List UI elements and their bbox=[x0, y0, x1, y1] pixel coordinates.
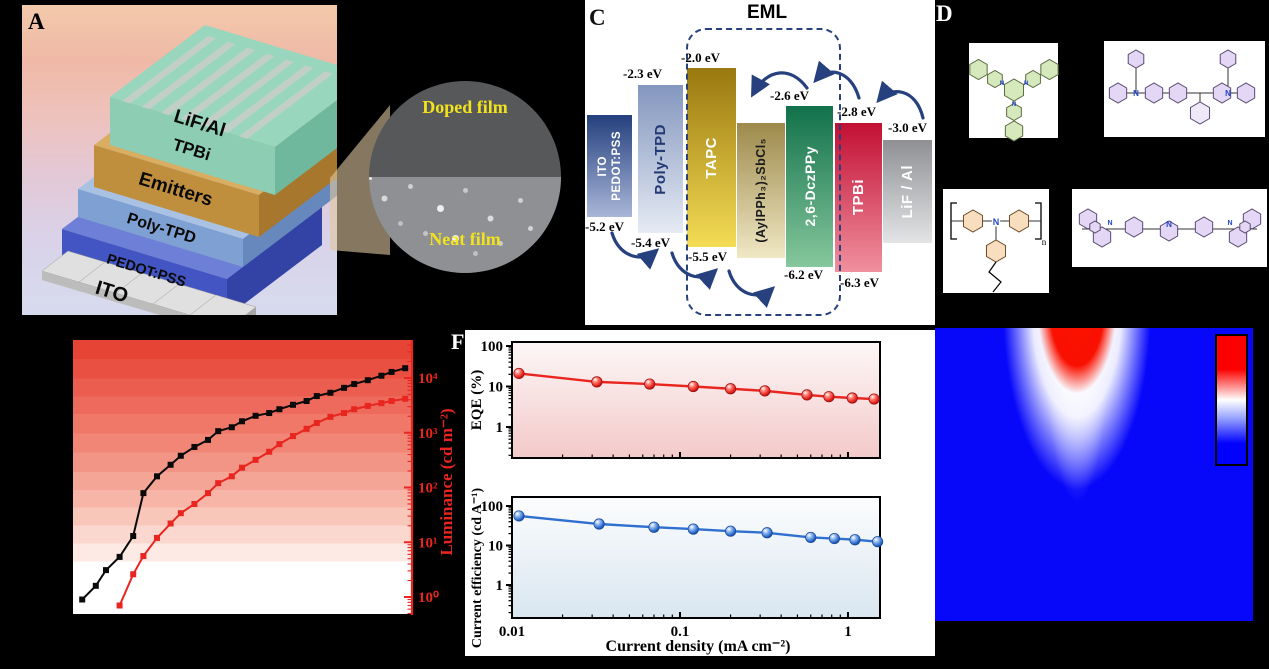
ev-ptpd-homo: -5.4 eV bbox=[631, 235, 670, 250]
panel-a-device-schematic: LiF/Al TPBi Emitters Poly-TPD PEDOT:PSS ITO A bbox=[22, 5, 337, 315]
svg-text:N: N bbox=[1024, 81, 1028, 87]
bar-label-poly-tpd: Poly-TPD bbox=[652, 123, 669, 195]
bar-label-pedot: PEDOT:PSS bbox=[610, 131, 623, 201]
svg-text:N: N bbox=[1225, 89, 1231, 98]
svg-text:N: N bbox=[1227, 220, 1232, 227]
eml-label: EML bbox=[746, 2, 788, 23]
lif-al-tpbi-layer bbox=[110, 25, 337, 195]
ev-tpbi-lumo: -2.8 eV bbox=[837, 104, 876, 119]
ev-dcz-lumo: -2.6 eV bbox=[770, 88, 809, 103]
svg-text:N: N bbox=[1166, 220, 1172, 229]
bar-label-ito: ITO bbox=[596, 155, 609, 177]
svg-text:1: 1 bbox=[496, 420, 504, 436]
energy-bar-dczppy: 2,6-DczPPy bbox=[786, 106, 833, 267]
bar-label-tpbi: TPBi bbox=[850, 179, 867, 216]
neat-film-label: Neat film bbox=[429, 229, 501, 249]
panel-d-label: D bbox=[936, 1, 953, 26]
svg-text:10²: 10² bbox=[418, 481, 438, 497]
svg-text:0.1: 0.1 bbox=[671, 624, 690, 640]
ev-tapc-lumo: -2.0 eV bbox=[681, 50, 720, 65]
ev-lifal-level: -3.0 eV bbox=[888, 120, 927, 135]
ce-plot-background bbox=[512, 497, 880, 618]
svg-text:N: N bbox=[1133, 89, 1139, 98]
jvl-chart: 10⁰ 10¹ 10² 10³ 10⁴ Luminance (cd m⁻²) bbox=[71, 340, 456, 616]
svg-text:Current efficiency (cd A⁻¹): Current efficiency (cd A⁻¹) bbox=[470, 488, 485, 649]
efficiency-charts-svg: 100 10 1 100 10 1 EQE (%) Current efficiency (c… bbox=[469, 339, 884, 655]
energy-bar-sbcl5: (AylPPh₃)₂SbCl₅ bbox=[737, 123, 785, 258]
svg-text:Current density (mA cm⁻²): Current density (mA cm⁻²) bbox=[606, 638, 791, 655]
energy-bar-lif-al: LiF / Al bbox=[883, 140, 932, 243]
panel-f-label: F bbox=[451, 329, 465, 354]
cathode-stripes bbox=[122, 36, 333, 139]
eqe-plot-background bbox=[512, 342, 880, 458]
svg-text:Luminance (cd m⁻²): Luminance (cd m⁻²) bbox=[437, 408, 456, 555]
molecule-tpbi-structure: N N N bbox=[969, 43, 1059, 142]
film-particles bbox=[369, 177, 372, 180]
svg-text:N: N bbox=[993, 217, 1000, 227]
svg-text:10⁴: 10⁴ bbox=[418, 371, 438, 387]
emission-heatmap bbox=[935, 328, 1253, 621]
panel-c-energy-diagram: C ITO PEDOT:PSS Poly-TPD TAPC (AylPPh₃)₂… bbox=[585, 0, 935, 325]
panel-f-efficiency-charts: 100 10 1 100 10 1 EQE (%) Current efficiency (c… bbox=[465, 330, 935, 656]
svg-text:0.01: 0.01 bbox=[499, 624, 525, 640]
energy-bar-poly-tpd: Poly-TPD bbox=[638, 85, 683, 233]
energy-bar-tapc: TAPC bbox=[687, 68, 736, 247]
svg-text:N: N bbox=[1012, 102, 1016, 108]
ev-ptpd-lumo: -2.3 eV bbox=[623, 66, 662, 81]
svg-text:10: 10 bbox=[488, 539, 503, 555]
svg-text:10⁰: 10⁰ bbox=[418, 590, 439, 606]
svg-text:100: 100 bbox=[481, 339, 504, 355]
svg-text:10: 10 bbox=[488, 380, 503, 396]
doped-film-label: Doped film bbox=[422, 97, 508, 117]
ev-ito-homo: -5.2 eV bbox=[585, 219, 624, 234]
energy-bar-ito-pedot: ITO PEDOT:PSS bbox=[587, 115, 632, 217]
ev-tpbi-homo: -6.3 eV bbox=[840, 275, 879, 290]
svg-text:1: 1 bbox=[844, 624, 852, 640]
svg-text:10³: 10³ bbox=[418, 426, 438, 442]
svg-text:N: N bbox=[1107, 220, 1112, 227]
svg-text:EQE (%): EQE (%) bbox=[469, 370, 485, 430]
svg-text:n: n bbox=[1042, 237, 1047, 247]
panel-c-label: C bbox=[589, 5, 606, 30]
svg-text:N: N bbox=[1000, 81, 1004, 87]
panel-a-label: A bbox=[28, 9, 45, 34]
bar-label-lif-al: LiF / Al bbox=[899, 164, 916, 219]
svg-text:1: 1 bbox=[496, 578, 504, 594]
neat-film-image bbox=[369, 177, 561, 273]
heatmap-colorbar bbox=[1215, 334, 1248, 466]
ev-dcz-homo: -6.2 eV bbox=[784, 267, 823, 282]
ito-electrode-bars bbox=[41, 250, 257, 315]
ev-tapc-homo: -5.5 eV bbox=[688, 249, 727, 264]
svg-text:10¹: 10¹ bbox=[418, 535, 438, 551]
eml-dashed-box bbox=[686, 28, 841, 316]
afm-film-inset: Doped film Neat film bbox=[369, 81, 561, 273]
energy-bar-tpbi: TPBi bbox=[835, 123, 882, 272]
svg-text:100: 100 bbox=[481, 499, 504, 515]
